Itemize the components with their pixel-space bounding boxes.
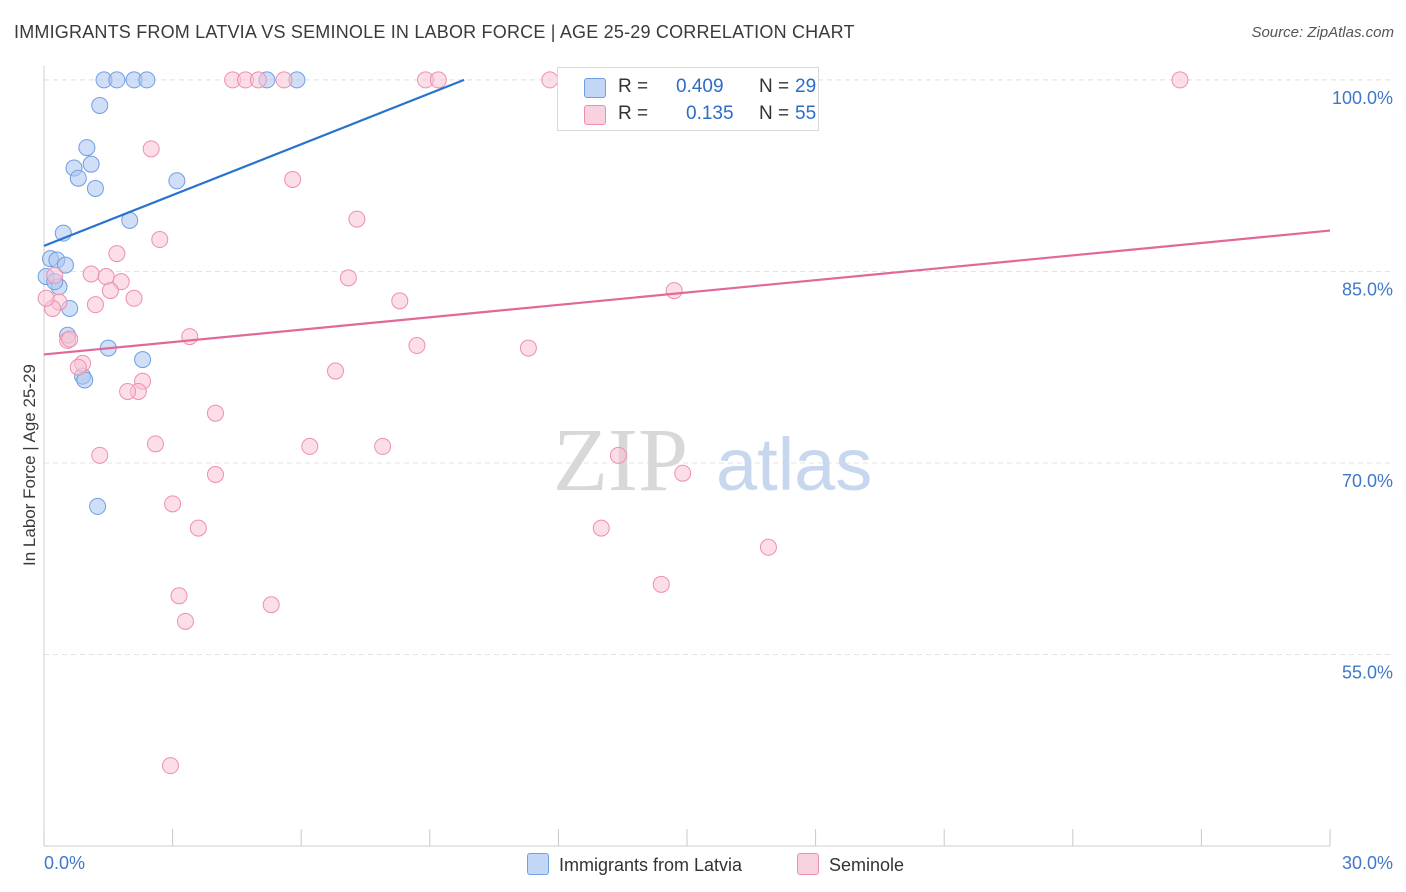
seminole-point	[61, 330, 79, 348]
legend-r-label: R =	[618, 76, 649, 97]
seminole-point	[262, 596, 280, 614]
series-legend-seminole: Seminole	[797, 853, 904, 876]
seminole-point	[46, 266, 64, 284]
seminole-point	[652, 575, 670, 593]
seminole-point	[391, 292, 409, 310]
seminole-point	[429, 71, 447, 89]
legend-n-value: 29	[795, 76, 817, 97]
seminole-point	[759, 538, 777, 556]
data-points	[37, 71, 1189, 775]
seminole-point	[249, 71, 267, 89]
seminole-point	[348, 210, 366, 228]
latvia-point	[82, 155, 100, 173]
legend-swatch-seminole	[797, 853, 819, 875]
seminole-point	[275, 71, 293, 89]
latvia-point	[138, 71, 156, 89]
stats-legend: R = 0.409 N = 29 R = 0.135 N = 55	[557, 67, 819, 131]
chart-title: IMMIGRANTS FROM LATVIA VS SEMINOLE IN LA…	[14, 22, 855, 42]
legend-label-seminole: Seminole	[829, 855, 905, 875]
seminole-point	[69, 358, 87, 376]
seminole-point	[119, 382, 137, 400]
legend-r-value: 0.135	[686, 103, 734, 124]
axes	[43, 66, 1331, 847]
legend-swatch-latvia	[527, 853, 549, 875]
y-tick-label: 100.0%	[1332, 88, 1393, 108]
seminole-point	[665, 282, 683, 300]
legend-n-value: 55	[795, 103, 817, 124]
seminole-point	[326, 362, 344, 380]
seminole-point	[609, 446, 627, 464]
latvia-point	[69, 169, 87, 187]
seminole-point	[206, 465, 224, 483]
seminole-point	[1171, 71, 1189, 89]
seminole-point	[206, 404, 224, 422]
latvia-point	[168, 172, 186, 190]
seminole-point	[301, 437, 319, 455]
seminole-point	[170, 587, 188, 605]
seminole-point	[142, 140, 160, 158]
trend-lines	[43, 78, 1331, 356]
legend-swatch-latvia	[584, 78, 606, 98]
latvia-point	[89, 497, 107, 515]
y-axis-label: In Labor Force | Age 25-29	[20, 364, 39, 566]
y-tick-label: 70.0%	[1342, 471, 1393, 491]
latvia-point	[78, 139, 96, 157]
seminole-point	[86, 296, 104, 314]
seminole-point	[189, 519, 207, 537]
seminole-point	[339, 269, 357, 287]
seminole-point	[125, 289, 143, 307]
seminole-trend-line	[43, 229, 1331, 356]
latvia-trend-line	[43, 78, 465, 247]
legend-label-latvia: Immigrants from Latvia	[559, 855, 743, 875]
latvia-point	[56, 256, 74, 274]
seminole-point	[592, 519, 610, 537]
seminole-point	[674, 464, 692, 482]
legend-r-label: R =	[618, 103, 649, 124]
y-tick-labels: 55.0% 70.0% 85.0% 100.0%	[1332, 88, 1393, 683]
y-tick-label: 55.0%	[1342, 663, 1393, 683]
seminole-point	[101, 282, 119, 300]
seminole-point	[519, 339, 537, 357]
seminole-point	[374, 437, 392, 455]
latvia-point	[86, 179, 104, 197]
seminole-point	[146, 435, 164, 453]
latvia-point	[108, 71, 126, 89]
seminole-point	[408, 337, 426, 355]
latvia-point	[134, 351, 152, 369]
x-tick-label: 30.0%	[1342, 853, 1393, 873]
seminole-point	[181, 328, 199, 346]
seminole-point	[176, 612, 194, 630]
y-tick-label: 85.0%	[1342, 279, 1393, 299]
seminole-point	[164, 495, 182, 513]
legend-swatch-seminole	[584, 105, 606, 125]
series-legend-latvia: Immigrants from Latvia	[527, 853, 742, 876]
latvia-point	[91, 96, 109, 114]
seminole-point	[37, 289, 55, 307]
legend-n-label: N =	[759, 76, 790, 97]
legend-r-value: 0.409	[676, 76, 724, 97]
watermark-atlas: atlas	[716, 423, 872, 506]
seminole-point	[108, 245, 126, 263]
seminole-point	[82, 265, 100, 283]
seminole-point	[284, 171, 302, 189]
seminole-point	[161, 757, 179, 775]
seminole-point	[151, 231, 169, 249]
chart-source: Source: ZipAtlas.com	[1251, 24, 1394, 41]
seminole-point	[541, 71, 559, 89]
seminole-point	[97, 268, 115, 286]
legend-n-label: N =	[759, 103, 790, 124]
seminole-point	[91, 446, 109, 464]
x-tick-label: 0.0%	[44, 853, 85, 873]
x-tick-labels: 0.0% 30.0%	[44, 853, 1393, 873]
